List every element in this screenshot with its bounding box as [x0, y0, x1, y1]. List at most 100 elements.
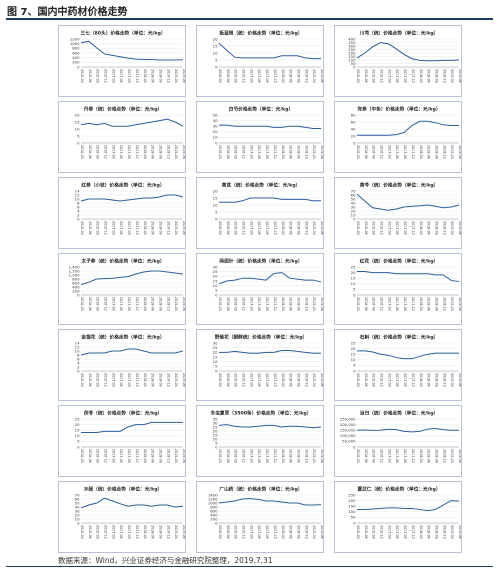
y-tick-label: 10: [213, 135, 218, 140]
y-tick-label: 250: [348, 492, 356, 497]
x-tick-label: 2018-06: [151, 373, 155, 387]
x-tick-label: 2018-06: [427, 69, 431, 83]
y-tick-label: 10: [213, 359, 218, 364]
x-tick-label: 2017-03: [249, 69, 253, 83]
x-tick-label: 2019-03: [174, 373, 178, 387]
y-tick-label: 15: [213, 354, 218, 359]
y-tick-label: 40: [75, 504, 80, 509]
y-tick-label: 5: [353, 363, 356, 368]
x-tick-label: 2016-03: [80, 145, 84, 159]
y-tick-label: 250,000: [340, 416, 356, 421]
y-tick-label: 10: [351, 281, 356, 286]
x-tick-label: 2017-09: [265, 69, 269, 83]
x-tick-label: 2016-06: [226, 449, 230, 463]
y-tick-label: 1,400: [69, 264, 80, 269]
x-tick-label: 2019-03: [174, 525, 178, 539]
y-tick-label: 5: [215, 57, 218, 62]
x-tick-label: 2019-03: [174, 69, 178, 83]
y-tick-label: 12: [75, 192, 80, 197]
y-tick-label: 10: [351, 212, 356, 217]
x-tick-label: 2018-12: [166, 69, 170, 83]
x-tick-label: 2018-09: [434, 221, 438, 235]
y-tick-label: 2: [77, 364, 80, 369]
x-tick-label: 2016-03: [80, 221, 84, 235]
x-tick-label: 2019-03: [450, 297, 454, 311]
x-tick-label: 2016-06: [88, 145, 92, 159]
x-tick-label: 2017-03: [387, 69, 391, 83]
x-tick-label: 2016-06: [88, 297, 92, 311]
x-tick-label: 2018-12: [442, 297, 446, 311]
x-tick-label: 2016-06: [88, 221, 92, 235]
y-tick-label: 15: [213, 195, 218, 200]
y-tick-label: 25: [213, 345, 218, 350]
x-tick-label: 2016-12: [242, 145, 246, 159]
title-rule: [6, 18, 493, 20]
x-tick-label: 2018-06: [151, 297, 155, 311]
x-tick-label: 2017-06: [257, 145, 261, 159]
y-tick-label: 600: [72, 280, 80, 285]
y-tick-label: 25: [351, 264, 356, 269]
x-tick-label: 2017-03: [249, 145, 253, 159]
x-tick-label: 2018-12: [166, 221, 170, 235]
x-tick-label: 2018-06: [151, 449, 155, 463]
y-tick-label: 200: [348, 498, 356, 503]
y-tick-label: 20: [75, 512, 80, 517]
x-tick-label: 2017-12: [411, 373, 415, 387]
x-tick-label: 2017-12: [411, 525, 415, 539]
x-tick-label: 2017-06: [395, 145, 399, 159]
x-tick-label: 2017-09: [127, 373, 131, 387]
x-tick-label: 2018-06: [289, 373, 293, 387]
x-tick-label: 2016-06: [226, 69, 230, 83]
chart-title: 川芎（统）价格走势（单位：元/kg）: [359, 30, 439, 37]
chart-panel: 板蓝根（统）价格走势（单位：元/kg） 0 5 10 15 20 2016-03 2016-0…: [196, 25, 324, 97]
chart-title: 冬虫夏草（3500条）价格走势（单位：元/kg）: [211, 410, 312, 417]
y-tick-label: 30: [213, 340, 218, 345]
chart-title: 太子参（统）价格走势（单位：元/kg）: [80, 258, 164, 265]
y-tick-label: 4: [77, 360, 80, 365]
x-tick-label: 2017-03: [387, 373, 391, 387]
x-tick-label: 2016-09: [372, 297, 376, 311]
x-tick-label: 2019-06: [458, 145, 462, 159]
series-line: [218, 424, 322, 429]
y-tick-label: 70: [75, 492, 80, 497]
x-tick-label: 2019-03: [312, 221, 316, 235]
x-tick-label: 2018-09: [158, 221, 162, 235]
y-tick-label: 12: [75, 344, 80, 349]
x-tick-label: 2018-06: [289, 221, 293, 235]
y-tick-label: 14: [75, 340, 80, 345]
chart-svg: 当归（统）价格走势（单位：元/kg）050,000100,000150,0002…: [340, 410, 461, 463]
x-tick-label: 2018-03: [143, 69, 147, 83]
x-tick-label: 2018-12: [442, 373, 446, 387]
x-tick-label: 2018-06: [427, 525, 431, 539]
x-tick-label: 2017-09: [403, 373, 407, 387]
y-tick-label: 0: [215, 64, 218, 69]
y-tick-label: 20: [213, 428, 218, 433]
x-tick-label: 2019-06: [320, 221, 324, 235]
y-tick-label: 1400: [208, 492, 218, 497]
x-tick-label: 2016-09: [96, 373, 100, 387]
y-tick-label: 20: [75, 422, 80, 427]
x-tick-label: 2016-03: [218, 69, 222, 83]
x-tick-label: 2016-09: [234, 373, 238, 387]
series-line: [80, 270, 184, 286]
x-tick-label: 2018-06: [427, 221, 431, 235]
x-tick-label: 2016-03: [356, 297, 360, 311]
chart-panel: 川芎（统）价格走势（单位：元/kg） 0 50 100 150 200 250 300 350 4…: [334, 25, 462, 97]
y-tick-label: 200: [72, 60, 80, 65]
x-tick-label: 2018-09: [296, 449, 300, 463]
y-tick-label: 15: [213, 43, 218, 48]
y-tick-label: 0: [215, 520, 218, 525]
y-tick-label: 100: [348, 509, 356, 514]
x-tick-label: 2019-06: [458, 221, 462, 235]
x-tick-label: 2018-09: [434, 525, 438, 539]
x-tick-label: 2017-12: [135, 525, 139, 539]
y-tick-label: 50: [351, 61, 356, 66]
y-tick-label: 25: [213, 424, 218, 429]
x-tick-label: 2018-03: [143, 373, 147, 387]
x-tick-label: 2016-12: [242, 221, 246, 235]
y-tick-label: 50: [213, 112, 218, 117]
x-tick-label: 2018-03: [419, 297, 423, 311]
